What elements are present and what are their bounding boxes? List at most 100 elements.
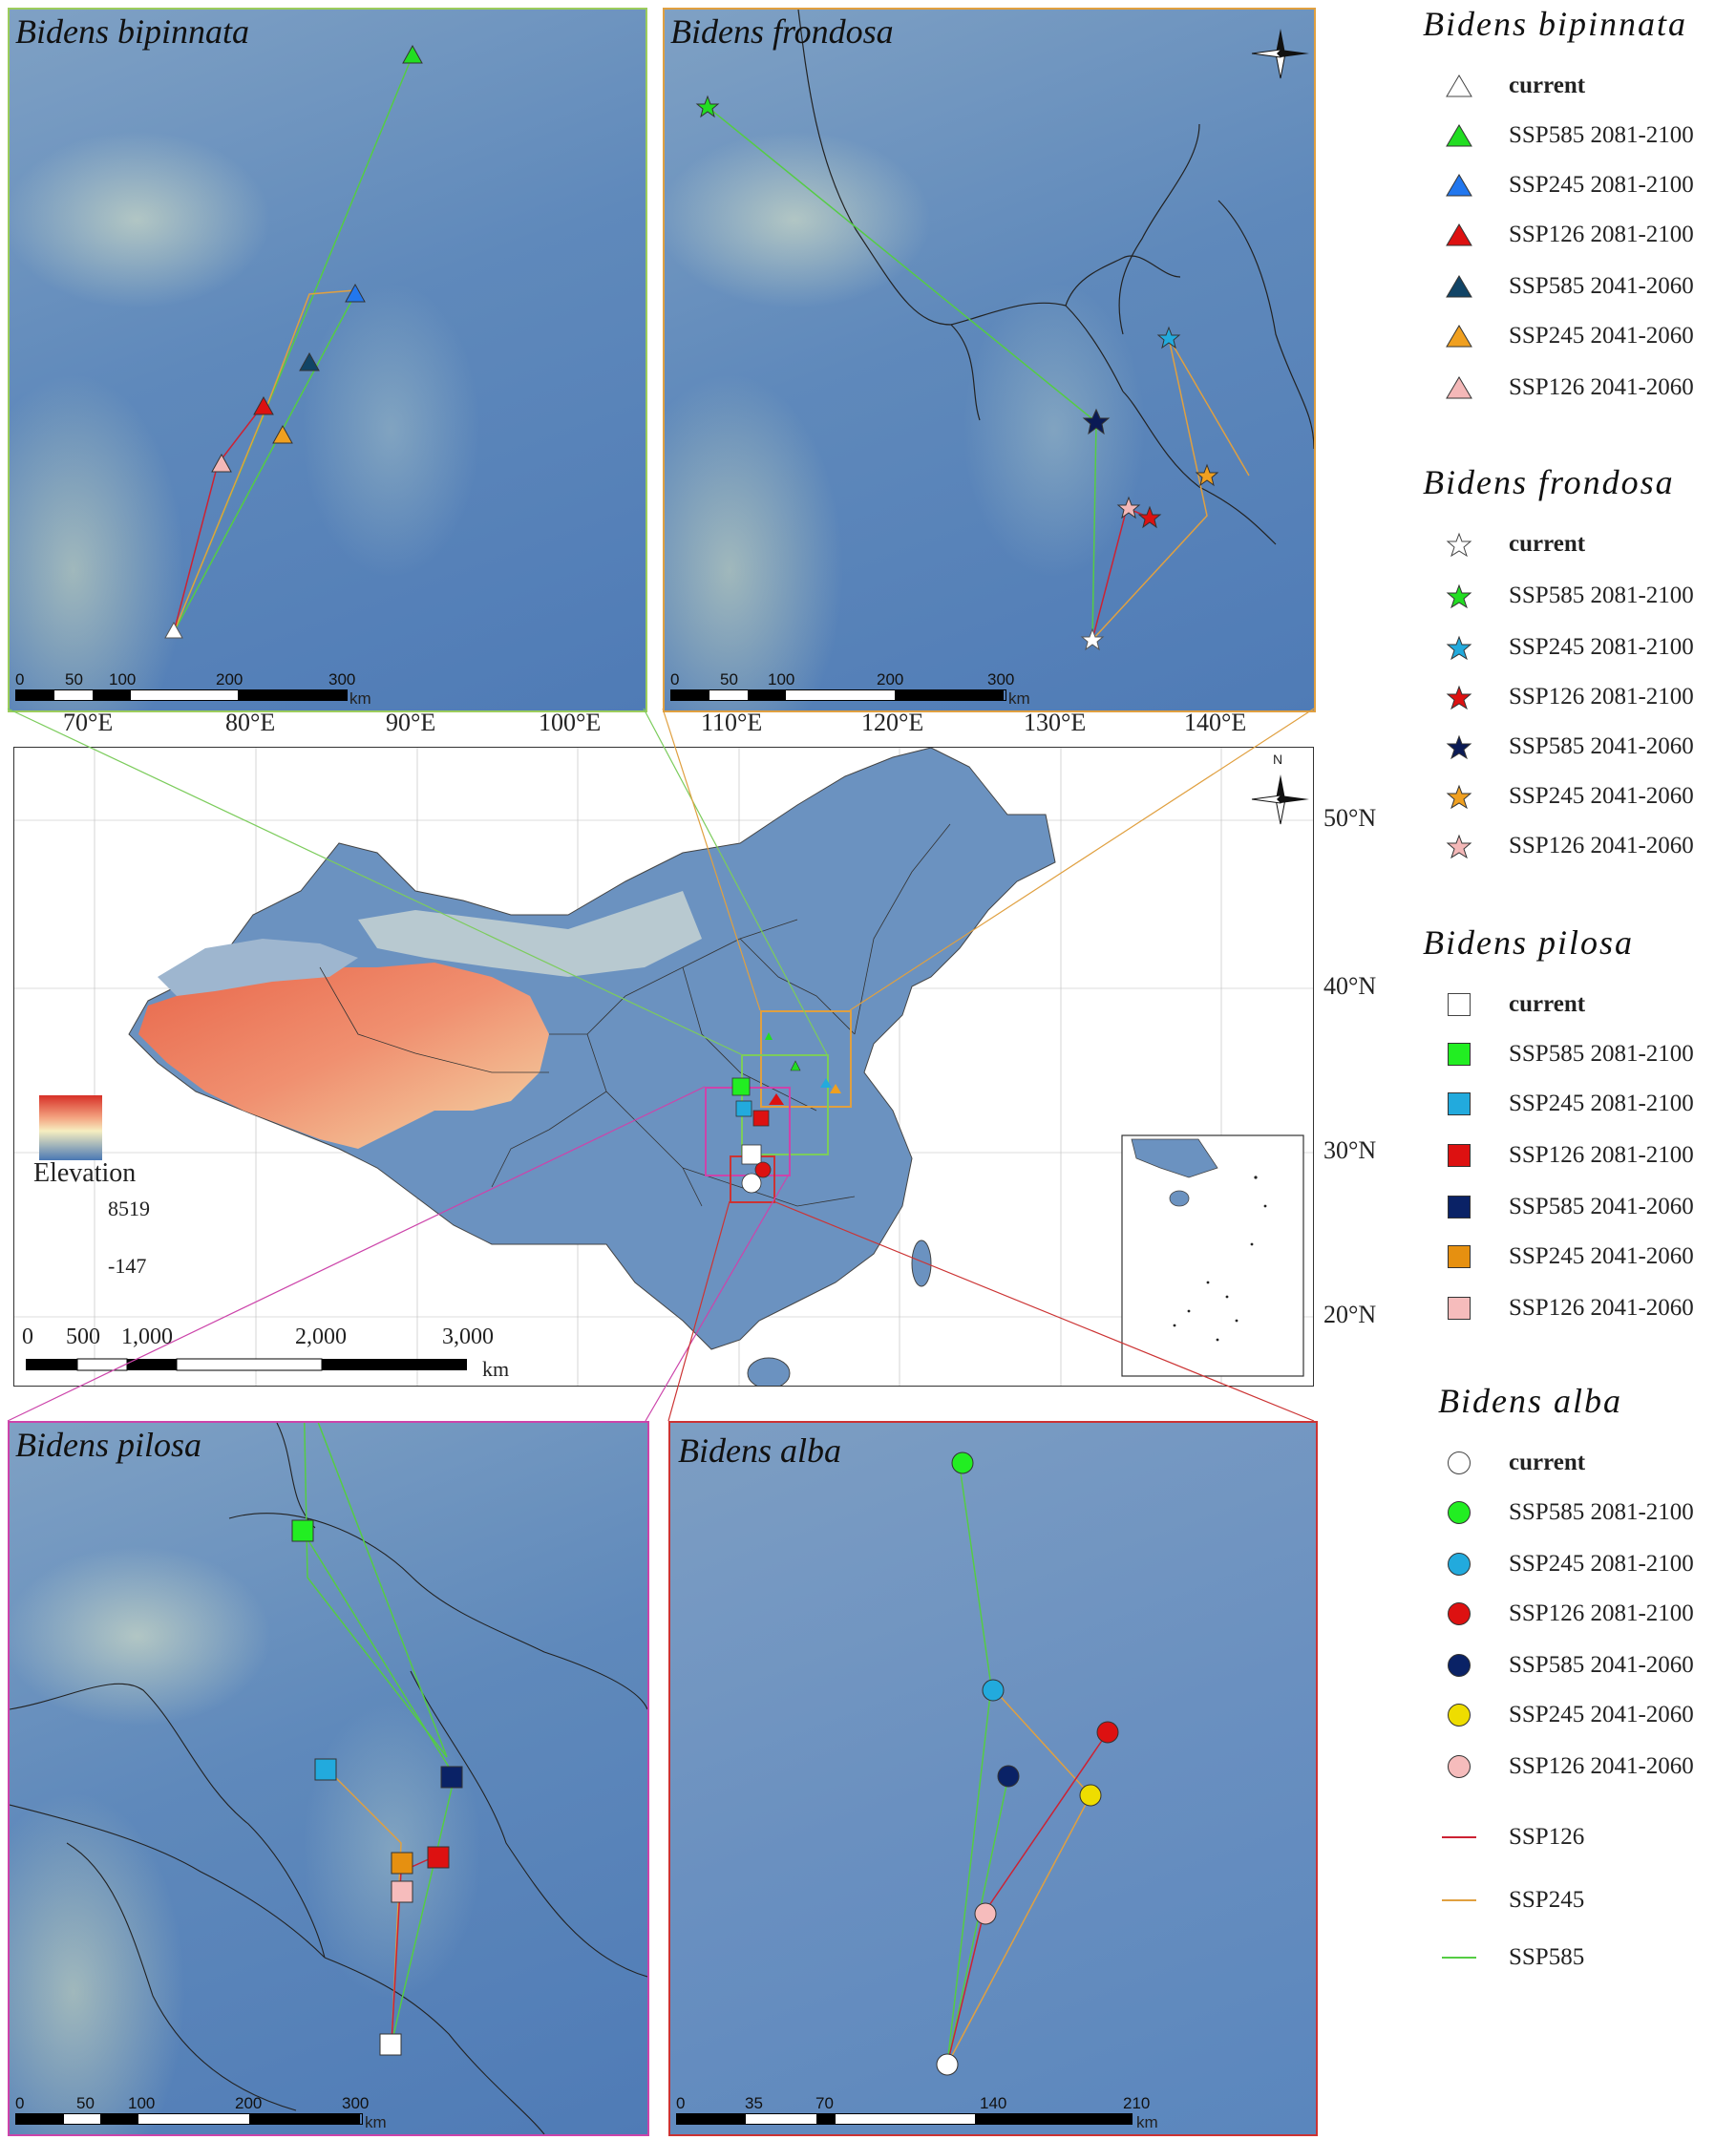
legend-item: SSP126 2041-2060 [1442, 827, 1694, 865]
legend-item: SSP585 2041-2060 [1442, 267, 1694, 306]
legend-item: SSP585 2081-2100 [1442, 117, 1694, 155]
legend-item: SSP126 2081-2100 [1442, 216, 1694, 254]
star-ssp245-2041-2060 [1195, 463, 1219, 487]
legend-item: SSP585 2041-2060 [1442, 1188, 1694, 1226]
star-ssp585-2081-2100 [695, 95, 720, 118]
lat-label: 20°N [1323, 1301, 1377, 1328]
lon-label: 110°E [701, 709, 763, 736]
legend-title-pilosa: Bidens pilosa [1423, 923, 1634, 962]
square-ssp126-2081-2100 [427, 1846, 450, 1869]
lon-label: 100°E [539, 709, 602, 736]
legend-item: SSP245 2041-2060 [1442, 317, 1694, 355]
legend-item: SSP126 2041-2060 [1442, 1289, 1694, 1327]
legend-item: SSP245 2041-2060 [1442, 1696, 1694, 1734]
legend-line-ssp585: SSP585 [1442, 1939, 1584, 1977]
scale-tick: 300 [987, 670, 1015, 689]
bipinnata-centroid-shifts [164, 44, 423, 639]
legend-title-alba: Bidens alba [1438, 1382, 1622, 1420]
legend-item: SSP585 2081-2100 [1442, 577, 1694, 615]
main-scale-bar [26, 1358, 467, 1371]
panel-title: Bidens bipinnata [15, 12, 249, 51]
scale-bar: 0 50 100 200 300 km [15, 2094, 388, 2131]
hainan-island [747, 1357, 791, 1386]
scale-bar: 0 50 100 200 300 km [15, 670, 371, 708]
legend-title-frondosa: Bidens frondosa [1423, 463, 1675, 501]
legend-item: SSP245 2041-2060 [1442, 777, 1694, 816]
legend-line-ssp126: SSP126 [1442, 1818, 1584, 1856]
scale-tick: 300 [328, 670, 356, 689]
marker-ssp585-2041-2060 [299, 351, 320, 371]
legend-item: SSP126 2081-2100 [1442, 1595, 1694, 1633]
panel-bidens-frondosa: Bidens frondosa 0 50 100 200 300 km [663, 8, 1316, 712]
scale-tick: 100 [109, 670, 137, 689]
marker-current [164, 621, 183, 639]
elevation-raster [10, 10, 646, 710]
square-ssp585-2041-2060 [440, 1766, 463, 1789]
scale-tick: 35 [745, 2094, 763, 2112]
north-label: N [1273, 752, 1283, 767]
square-ssp585-2081-2100 [291, 1519, 314, 1542]
legend-item: SSP126 2041-2060 [1442, 1748, 1694, 1786]
star-ssp126-2081-2100 [1137, 505, 1162, 529]
star-current [1080, 627, 1105, 651]
legend-item: SSP245 2081-2100 [1442, 1085, 1694, 1123]
elevation-min: -147 [108, 1254, 147, 1278]
legend-item: SSP585 2041-2060 [1442, 728, 1694, 766]
circle-ssp126-2081-2100 [1096, 1721, 1119, 1744]
lon-label: 130°E [1024, 709, 1087, 736]
star-ssp245-2081-2100 [1156, 326, 1181, 350]
scale-label: 1,000 [121, 1324, 173, 1349]
circle-current [936, 2053, 959, 2076]
panel-bidens-pilosa: Bidens pilosa 0 50 100 200 300 km [8, 1421, 649, 2136]
lat-label: 40°N [1323, 972, 1377, 1000]
province-boundaries [10, 1423, 647, 2134]
scale-tick: 210 [1123, 2094, 1151, 2112]
panel-title: Bidens frondosa [670, 12, 894, 51]
scale-unit: km [349, 689, 371, 708]
scale-tick: 50 [76, 2094, 95, 2112]
elevation-title: Elevation [33, 1158, 137, 1188]
scale-tick: 70 [815, 2094, 834, 2112]
marker-ssp245-2081-2100 [345, 283, 366, 303]
legend-item: current [1442, 1444, 1585, 1482]
north-arrow-icon [1251, 29, 1309, 79]
marker-ssp245-2041-2060 [272, 424, 293, 444]
star-ssp585-2041-2060 [1082, 408, 1111, 435]
lon-label: 80°E [225, 709, 276, 736]
panel-title: Bidens alba [678, 1431, 841, 1470]
legend-item: SSP245 2081-2100 [1442, 1545, 1694, 1583]
scale-bar: 0 35 70 140 210 km [676, 2094, 1173, 2131]
circle-ssp585-2041-2060 [997, 1765, 1020, 1788]
lat-label: 30°N [1323, 1136, 1377, 1164]
legend-item: SSP245 2041-2060 [1442, 1238, 1694, 1276]
frondosa-centroid-shifts [695, 10, 1314, 651]
scale-bar: 0 50 100 200 300 km [670, 670, 1033, 708]
square-ssp245-2081-2100 [314, 1758, 337, 1781]
legend-item: current [1442, 985, 1585, 1024]
elevation-raster [665, 10, 1314, 710]
scale-label: 500 [66, 1324, 100, 1349]
panel-bidens-bipinnata: Bidens bipinnata 0 50 100 200 300 km [8, 8, 647, 712]
lon-label: 140°E [1184, 709, 1247, 736]
elevation-raster [670, 1423, 1316, 2134]
scale-tick: 0 [670, 670, 680, 689]
legend-item: SSP245 2081-2100 [1442, 628, 1694, 667]
scale-tick: 0 [676, 2094, 686, 2112]
scale-tick: 0 [15, 2094, 25, 2112]
circle-ssp245-2041-2060 [1079, 1784, 1102, 1807]
legend-line-ssp245: SSP245 [1442, 1881, 1584, 1919]
scale-unit: km [365, 2113, 387, 2131]
scale-tick: 300 [342, 2094, 370, 2112]
legend-title-bipinnata: Bidens bipinnata [1423, 5, 1687, 43]
circle-ssp245-2081-2100 [982, 1679, 1005, 1702]
circle-ssp126-2041-2060 [974, 1902, 997, 1925]
scale-tick: 140 [980, 2094, 1007, 2112]
taiwan-island [911, 1240, 932, 1287]
lon-label: 120°E [861, 709, 924, 736]
scale-label: 2,000 [295, 1324, 347, 1349]
scale-label: 3,000 [442, 1324, 494, 1349]
panel-bidens-alba: Bidens alba 0 35 70 140 210 km [668, 1421, 1318, 2136]
legend-item: current [1442, 67, 1585, 105]
elevation-legend [39, 1095, 102, 1160]
scale-unit: km [482, 1357, 510, 1381]
